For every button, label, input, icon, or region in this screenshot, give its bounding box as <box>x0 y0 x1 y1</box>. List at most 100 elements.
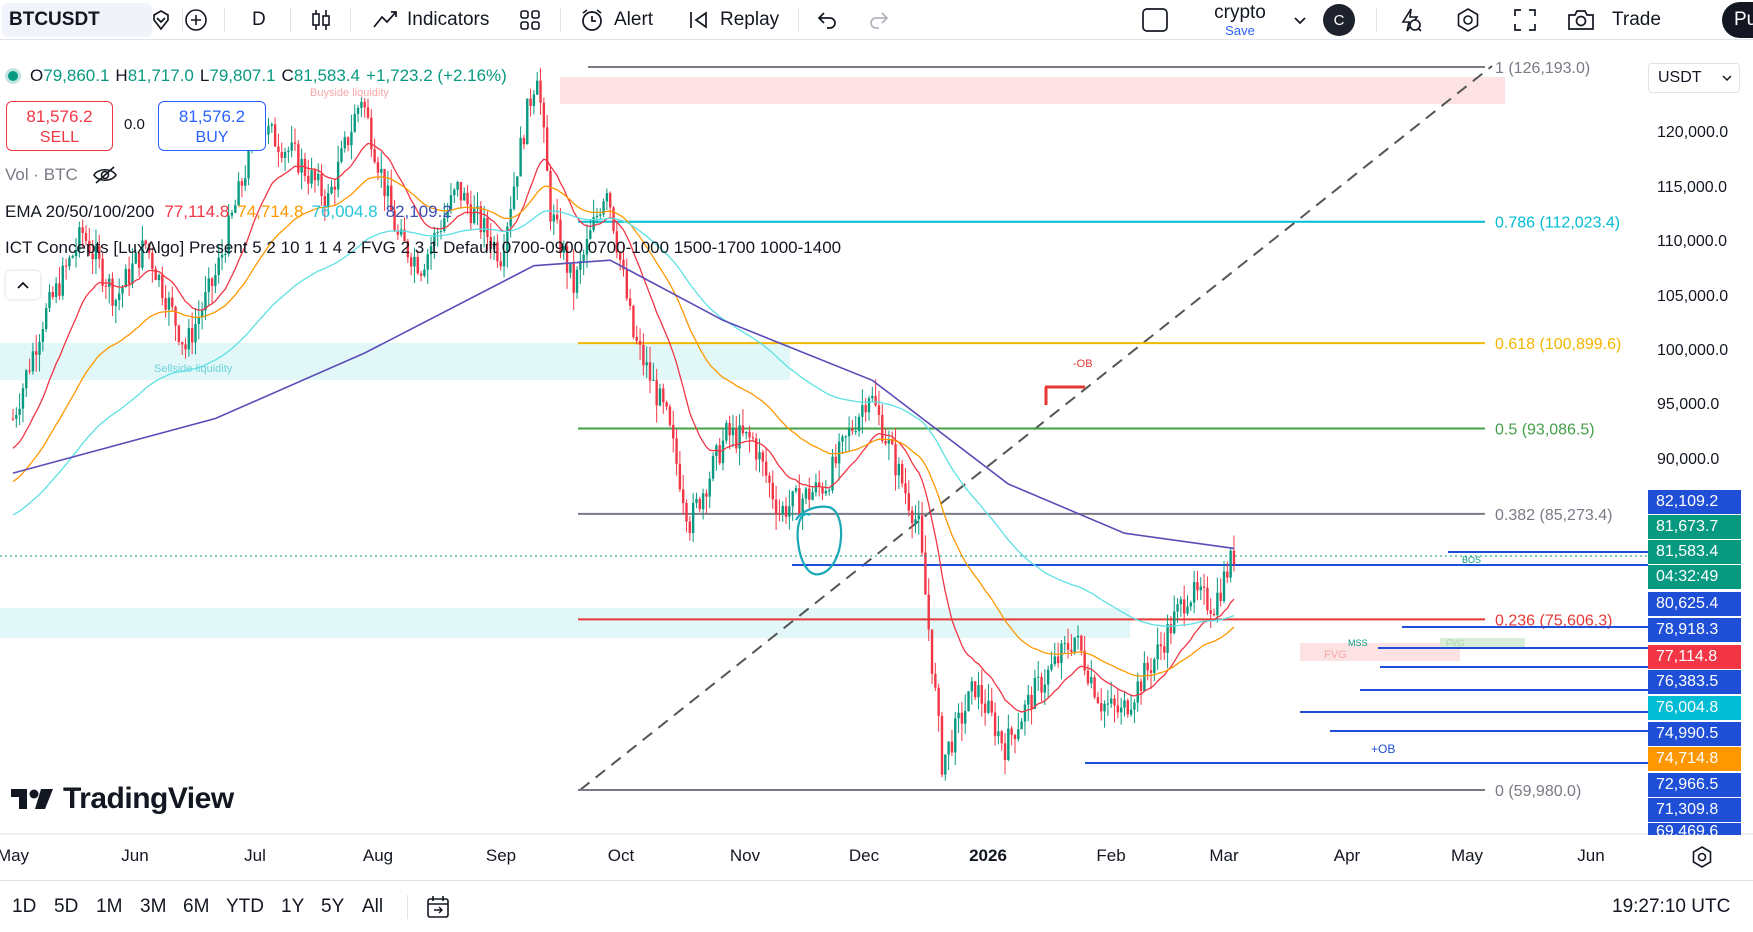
candle-body <box>788 506 791 517</box>
price-tag: 82,109.2 <box>1648 490 1741 514</box>
indicators-button[interactable]: Indicators <box>371 0 489 40</box>
candle-body <box>486 218 489 238</box>
time-tick: May <box>0 846 30 865</box>
price-chart[interactable]: Buyside liquidity Sellside liquidity 1 (… <box>0 42 1753 876</box>
candle-body <box>1163 646 1166 653</box>
candle-body <box>1100 703 1103 712</box>
fib-level-label: 0.786 (112,023.4) <box>1495 215 1620 232</box>
range-button-3m[interactable]: 3M <box>140 896 167 917</box>
candle-body <box>1040 676 1043 693</box>
candle-body <box>326 193 330 207</box>
candle-body <box>114 300 118 306</box>
candle-body <box>403 229 406 242</box>
symbol-search-button[interactable] <box>2 3 152 37</box>
redo-icon[interactable] <box>866 0 892 40</box>
candle-body <box>399 229 403 235</box>
tradingview-logo-icon <box>11 789 53 809</box>
price-tag: 80,625.4 <box>1648 592 1741 616</box>
sell-button[interactable]: 81,576.2 SELL <box>6 101 113 151</box>
candle-body <box>343 137 346 149</box>
range-button-1m[interactable]: 1M <box>96 896 123 917</box>
symbol-name[interactable]: BTCUSDT <box>9 9 100 30</box>
layout-chevron-down-icon[interactable] <box>1292 0 1308 40</box>
candle-body <box>489 237 492 249</box>
candle-body <box>101 258 104 286</box>
ema-legend[interactable]: EMA 20/50/100/200 77,114.8 74,714.8 76,0… <box>5 202 452 222</box>
range-button-1d[interactable]: 1D <box>12 896 37 917</box>
candle-body <box>177 325 181 343</box>
candle-body <box>728 422 731 436</box>
candle-body <box>977 685 980 698</box>
undo-icon[interactable] <box>814 0 840 40</box>
candle-body <box>247 147 250 179</box>
range-button-all[interactable]: All <box>362 896 384 917</box>
range-button-5d[interactable]: 5D <box>54 896 79 917</box>
layout-square-icon[interactable] <box>1140 0 1170 40</box>
high-label: H <box>115 66 128 85</box>
price-tick: 100,000.0 <box>1657 342 1729 359</box>
alert-button[interactable]: Alert <box>578 0 653 40</box>
candle-body <box>751 437 755 439</box>
publish-button[interactable]: Pu <box>1722 2 1753 38</box>
candle-body <box>582 254 585 261</box>
ema200-value: 82,109.2 <box>385 202 452 221</box>
volume-legend[interactable]: Vol · BTC <box>5 165 118 185</box>
range-button-1y[interactable]: 1Y <box>281 896 305 917</box>
templates-grid-icon[interactable] <box>517 0 543 40</box>
candle-body <box>877 405 881 415</box>
ema-line <box>12 176 1235 677</box>
candle-body <box>1010 728 1013 735</box>
trade-button[interactable]: Trade <box>1612 9 1661 30</box>
compare-gem-icon[interactable] <box>148 0 174 40</box>
candle-body <box>821 486 824 494</box>
fib-level-label: 0.618 (100,899.6) <box>1495 336 1621 353</box>
quick-search-lightning-icon[interactable] <box>1396 0 1424 40</box>
ict-concepts-legend[interactable]: ICT Concepts [LuxAlgo] Present 5 2 10 1 … <box>5 238 842 257</box>
candle-body <box>21 388 25 409</box>
candle-body <box>685 503 688 522</box>
candle-body <box>84 233 88 241</box>
candle-body <box>605 193 609 202</box>
eye-hidden-icon[interactable] <box>92 165 118 185</box>
candle-body <box>48 291 51 309</box>
candle-body <box>277 146 280 153</box>
tradingview-wordmark: TradingView <box>63 782 234 815</box>
candle-body <box>74 249 78 257</box>
candle-style-icon[interactable] <box>309 0 333 40</box>
add-symbol-icon[interactable] <box>183 0 209 40</box>
range-button-ytd[interactable]: YTD <box>226 896 264 917</box>
range-button-5y[interactable]: 5Y <box>321 896 345 917</box>
bottom-bar: 1D 5D 1M 3M 6M YTD 1Y 5Y All 19:27:10 UTC <box>0 880 1753 932</box>
interval-button[interactable]: D <box>252 9 266 30</box>
utc-clock[interactable]: 19:27:10 UTC <box>1612 896 1731 917</box>
buy-button[interactable]: 81,576.2 BUY <box>158 101 266 151</box>
candle-body <box>270 124 273 126</box>
settings-gear-icon[interactable] <box>1454 0 1482 40</box>
snapshot-camera-icon[interactable] <box>1566 0 1596 40</box>
chevron-down-icon <box>1721 72 1733 84</box>
price-tag: 72,966.5 <box>1648 773 1741 797</box>
candle-body <box>317 173 320 181</box>
date-range-calendar-icon[interactable] <box>424 881 452 932</box>
candle-body <box>360 101 363 108</box>
collapse-legend-button[interactable] <box>6 271 40 299</box>
candle-body <box>413 256 416 267</box>
chart-settings-icon[interactable] <box>1688 843 1716 876</box>
ema-line <box>12 142 1235 713</box>
drawn-circle-annotation[interactable] <box>795 505 843 576</box>
layout-name-button[interactable]: crypto Save <box>1180 2 1300 38</box>
candle-body <box>954 718 957 753</box>
candle-body <box>61 265 64 296</box>
currency-select[interactable]: USDT <box>1648 63 1740 93</box>
avatar[interactable]: C <box>1323 4 1355 36</box>
candle-body <box>1070 649 1073 652</box>
candle-body <box>197 317 200 324</box>
buy-label: BUY <box>195 129 229 146</box>
fib-retracement[interactable]: 1 (126,193.0) 0.786 (112,023.4) 0.618 (100… <box>578 60 1621 800</box>
replay-button[interactable]: Replay <box>686 0 779 40</box>
candle-body <box>881 414 884 442</box>
high-value: 81,717.0 <box>127 66 194 85</box>
fullscreen-icon[interactable] <box>1512 0 1538 40</box>
range-button-6m[interactable]: 6M <box>183 896 210 917</box>
candle-body <box>552 214 556 222</box>
